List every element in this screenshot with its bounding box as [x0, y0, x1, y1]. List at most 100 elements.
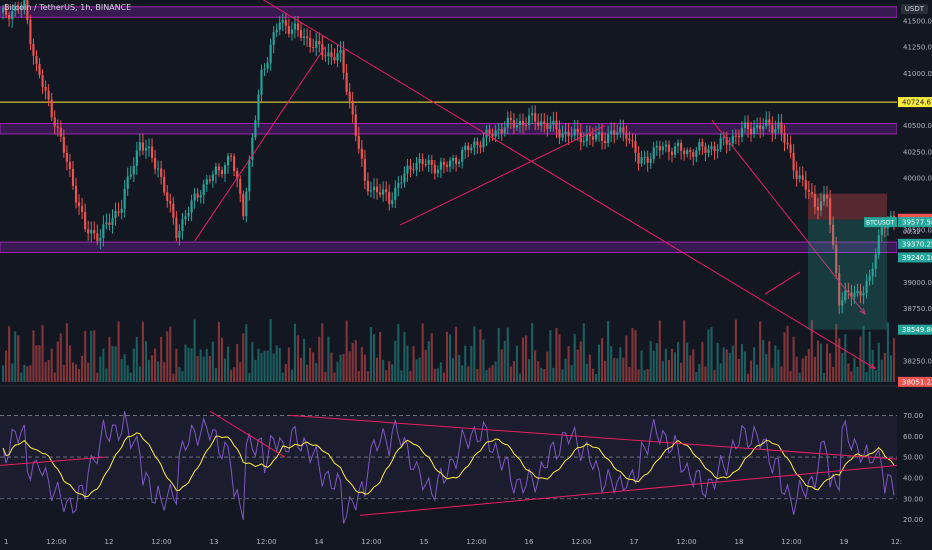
volume-bar	[652, 350, 655, 382]
candle-body	[385, 189, 388, 193]
currency-badge[interactable]: USDT	[900, 4, 928, 14]
candle-body	[561, 134, 564, 138]
candle-body	[117, 211, 120, 213]
volume-bar	[591, 368, 594, 382]
candle-body	[299, 30, 303, 38]
candle-body	[880, 223, 883, 236]
volume-bar	[223, 358, 227, 382]
symbol-badge: BTCUSDT	[866, 220, 894, 227]
candle-body	[549, 124, 552, 130]
candle-body	[680, 142, 683, 151]
candle-body	[613, 130, 616, 135]
candle-body	[786, 142, 789, 145]
candle-body	[856, 291, 859, 294]
candle-body	[233, 156, 236, 172]
volume-bar	[658, 320, 661, 382]
candle-body	[324, 55, 327, 57]
volume-bar	[607, 320, 610, 382]
candle-body	[312, 46, 315, 48]
candle-body	[494, 130, 497, 137]
volume-bar	[211, 341, 214, 382]
volume-bar	[348, 351, 351, 382]
volume-bar	[771, 367, 774, 382]
rsi-moving-average	[2, 432, 895, 498]
candle-body	[753, 127, 756, 134]
volume-bar	[713, 370, 716, 382]
time-tick-label: 12:00	[676, 538, 696, 546]
volume-bar	[537, 361, 540, 382]
volume-bar	[549, 330, 552, 382]
volume-bar	[351, 342, 354, 382]
volume-bar	[187, 347, 190, 382]
volume-bar	[47, 359, 50, 382]
volume-bar	[616, 358, 619, 382]
candle-body	[865, 280, 868, 294]
volume-bar	[53, 372, 56, 382]
candle-body	[193, 193, 196, 201]
candle-body	[588, 134, 591, 137]
volume-bar	[50, 348, 53, 382]
candle-body	[290, 29, 293, 34]
candle-body	[652, 147, 655, 159]
candle-body	[853, 293, 856, 298]
candle-body	[725, 137, 728, 145]
volume-bar	[677, 342, 680, 382]
volume-bar	[467, 366, 470, 382]
candle-body	[531, 113, 534, 116]
time-tick-label: 15	[420, 538, 429, 546]
time-tick-label: 16	[525, 538, 534, 546]
candle-body	[695, 150, 698, 157]
candle-body	[351, 100, 354, 115]
candle-body	[102, 224, 105, 238]
volume-bar	[528, 359, 531, 382]
candle-body	[330, 52, 333, 58]
volume-bar	[810, 320, 813, 382]
volume-bar	[597, 344, 601, 382]
volume-bar	[102, 348, 105, 382]
volume-bar	[333, 372, 336, 382]
price-label-bg	[898, 97, 932, 108]
candle-body	[248, 159, 251, 192]
candle-body	[339, 50, 342, 54]
price-tick-label: 40000.00	[903, 174, 932, 182]
candle-body	[35, 55, 38, 64]
volume-bar	[257, 348, 260, 382]
candle-body	[604, 140, 607, 144]
candle-body	[53, 117, 56, 127]
candle-body	[512, 120, 515, 128]
price-tick-label: 39500.00	[903, 227, 932, 235]
volume-bar	[157, 361, 160, 382]
volume-bar	[233, 367, 236, 382]
candle-body	[266, 62, 269, 69]
candle-body	[810, 191, 813, 195]
price-tick-label: 41500.00	[903, 17, 932, 25]
candle-body	[661, 146, 664, 151]
candle-body	[722, 137, 725, 139]
candle-body	[230, 155, 233, 157]
time-tick-label: 12	[105, 538, 114, 546]
candle-body	[637, 152, 640, 164]
volume-bar	[889, 355, 892, 382]
volume-bar	[138, 366, 141, 382]
volume-bar	[144, 341, 148, 382]
volume-bar	[236, 344, 239, 382]
volume-bar	[120, 359, 123, 382]
volume-bar	[670, 348, 674, 382]
volume-bar	[400, 370, 403, 382]
candle-body	[740, 127, 743, 137]
candle-body	[226, 155, 230, 166]
candle-body	[208, 179, 211, 181]
volume-bar	[646, 368, 649, 382]
rsi-tick-label: 60.00	[903, 433, 923, 441]
volume-bar	[93, 330, 96, 382]
candle-body	[211, 174, 214, 181]
volume-bar	[62, 364, 65, 382]
candle-body	[272, 32, 275, 45]
candle-body	[448, 160, 452, 167]
candle-body	[38, 63, 41, 76]
candle-body	[804, 179, 807, 190]
candle-body	[433, 164, 436, 174]
candle-body	[515, 125, 518, 128]
support-zone-3	[0, 241, 898, 254]
